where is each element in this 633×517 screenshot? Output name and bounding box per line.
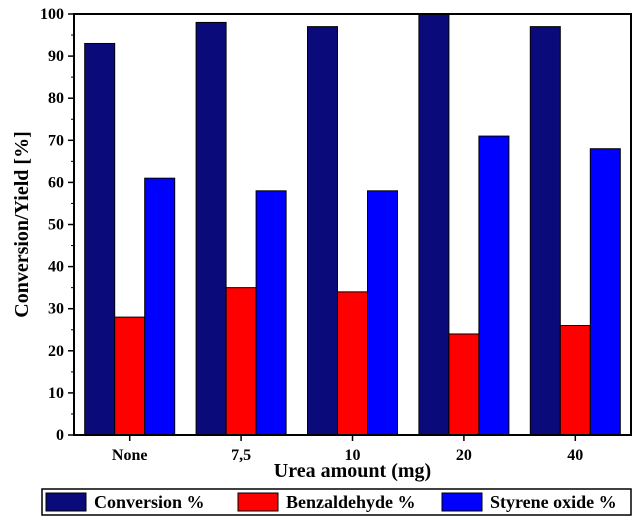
legend-label-1: Conversion %	[94, 492, 205, 512]
y-tick-label: 60	[48, 174, 64, 191]
x-tick-label: 10	[345, 447, 361, 464]
bar-3-5	[589, 148, 621, 436]
bar-3-2	[255, 190, 287, 436]
ticks-layer: None 7,5 10 20 40 0 10 20 30 40 50 60 70 80 90 100	[40, 6, 583, 464]
legend-label-2: Benzaldehyde %	[286, 492, 416, 512]
x-tick-label: 7,5	[231, 447, 251, 464]
bar-2-5	[559, 325, 591, 436]
y-tick-label: 50	[48, 217, 64, 234]
y-axis-title: Conversion/Yield [%]	[11, 131, 33, 317]
bars-layer	[84, 13, 621, 436]
y-tick-label: 20	[48, 343, 64, 360]
bar-1-3	[307, 26, 338, 436]
legend-frame	[41, 488, 632, 516]
bar-3-3	[367, 190, 398, 436]
x-axis-title: Urea amount (mg)	[274, 460, 431, 482]
y-tick-label: 10	[48, 385, 64, 402]
y-tick-label: 70	[48, 132, 64, 149]
bar-3-1	[144, 177, 176, 436]
x-tick-label: 40	[567, 447, 583, 464]
y-tick-label: 90	[48, 48, 64, 65]
bar-1-5	[529, 26, 561, 436]
legend-swatch-3	[441, 492, 483, 512]
y-tick-label: 100	[40, 6, 64, 23]
bar-3-4	[478, 135, 510, 436]
legend-label-3: Styrene oxide %	[490, 492, 617, 512]
bar-2-4	[448, 333, 480, 436]
bar-2-1	[114, 316, 146, 436]
legend: Conversion % Benzaldehyde % Styrene oxide …	[41, 488, 632, 516]
bar-1-1	[84, 42, 116, 436]
bar-2-3	[337, 291, 368, 436]
y-tick-label: 80	[48, 90, 64, 107]
legend-swatch-1	[45, 492, 87, 512]
y-tick-label: 30	[48, 301, 64, 318]
bar-1-2	[195, 21, 227, 436]
bar-1-4	[418, 13, 450, 436]
legend-swatch-2	[237, 492, 279, 512]
bar-2-2	[225, 287, 257, 436]
y-tick-label: 0	[56, 427, 64, 444]
y-tick-label: 40	[48, 259, 64, 276]
x-tick-label: None	[112, 447, 148, 464]
x-tick-label: 20	[456, 447, 472, 464]
